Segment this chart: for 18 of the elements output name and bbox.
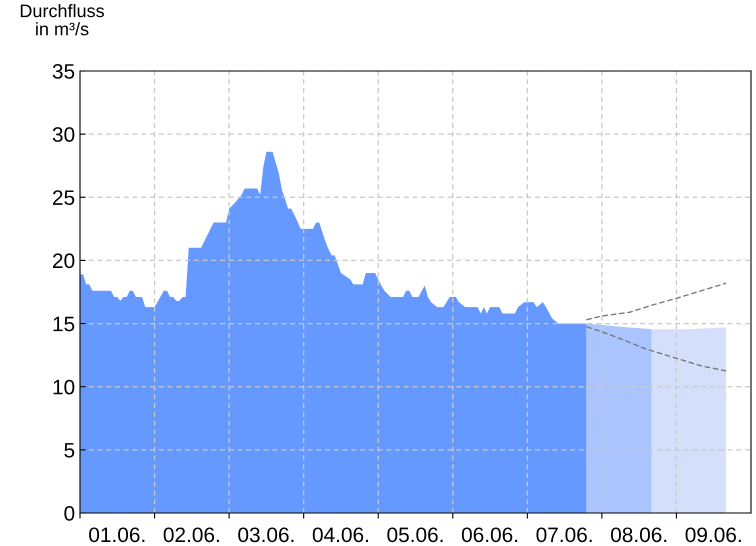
y-tick-label: 35 bbox=[52, 64, 74, 79]
y-axis-title: Durchfluss in m³/s bbox=[20, 4, 104, 36]
x-tick-label: 08.06. bbox=[611, 527, 666, 542]
x-tick-label: 06.06. bbox=[462, 527, 518, 542]
x-tick-label: 07.06. bbox=[536, 527, 592, 542]
y-tick-label: 10 bbox=[54, 380, 74, 394]
x-tick-label: 05.06. bbox=[387, 527, 443, 542]
y-tick-label: 5 bbox=[64, 443, 74, 458]
y-tick-label: 20 bbox=[53, 253, 74, 268]
x-tick-label: 03.06. bbox=[238, 527, 294, 542]
y-tick-label: 30 bbox=[52, 127, 74, 142]
x-tick-label: 04.06. bbox=[312, 527, 368, 542]
x-tick-label: 09.06. bbox=[686, 527, 741, 542]
x-tick-label: 01.06. bbox=[89, 527, 144, 542]
y-tick-label: 0 bbox=[64, 506, 74, 521]
x-tick-label: 02.06. bbox=[164, 527, 219, 542]
y-tick-label: 15 bbox=[54, 316, 74, 332]
y-tick-label: 25 bbox=[53, 190, 74, 206]
